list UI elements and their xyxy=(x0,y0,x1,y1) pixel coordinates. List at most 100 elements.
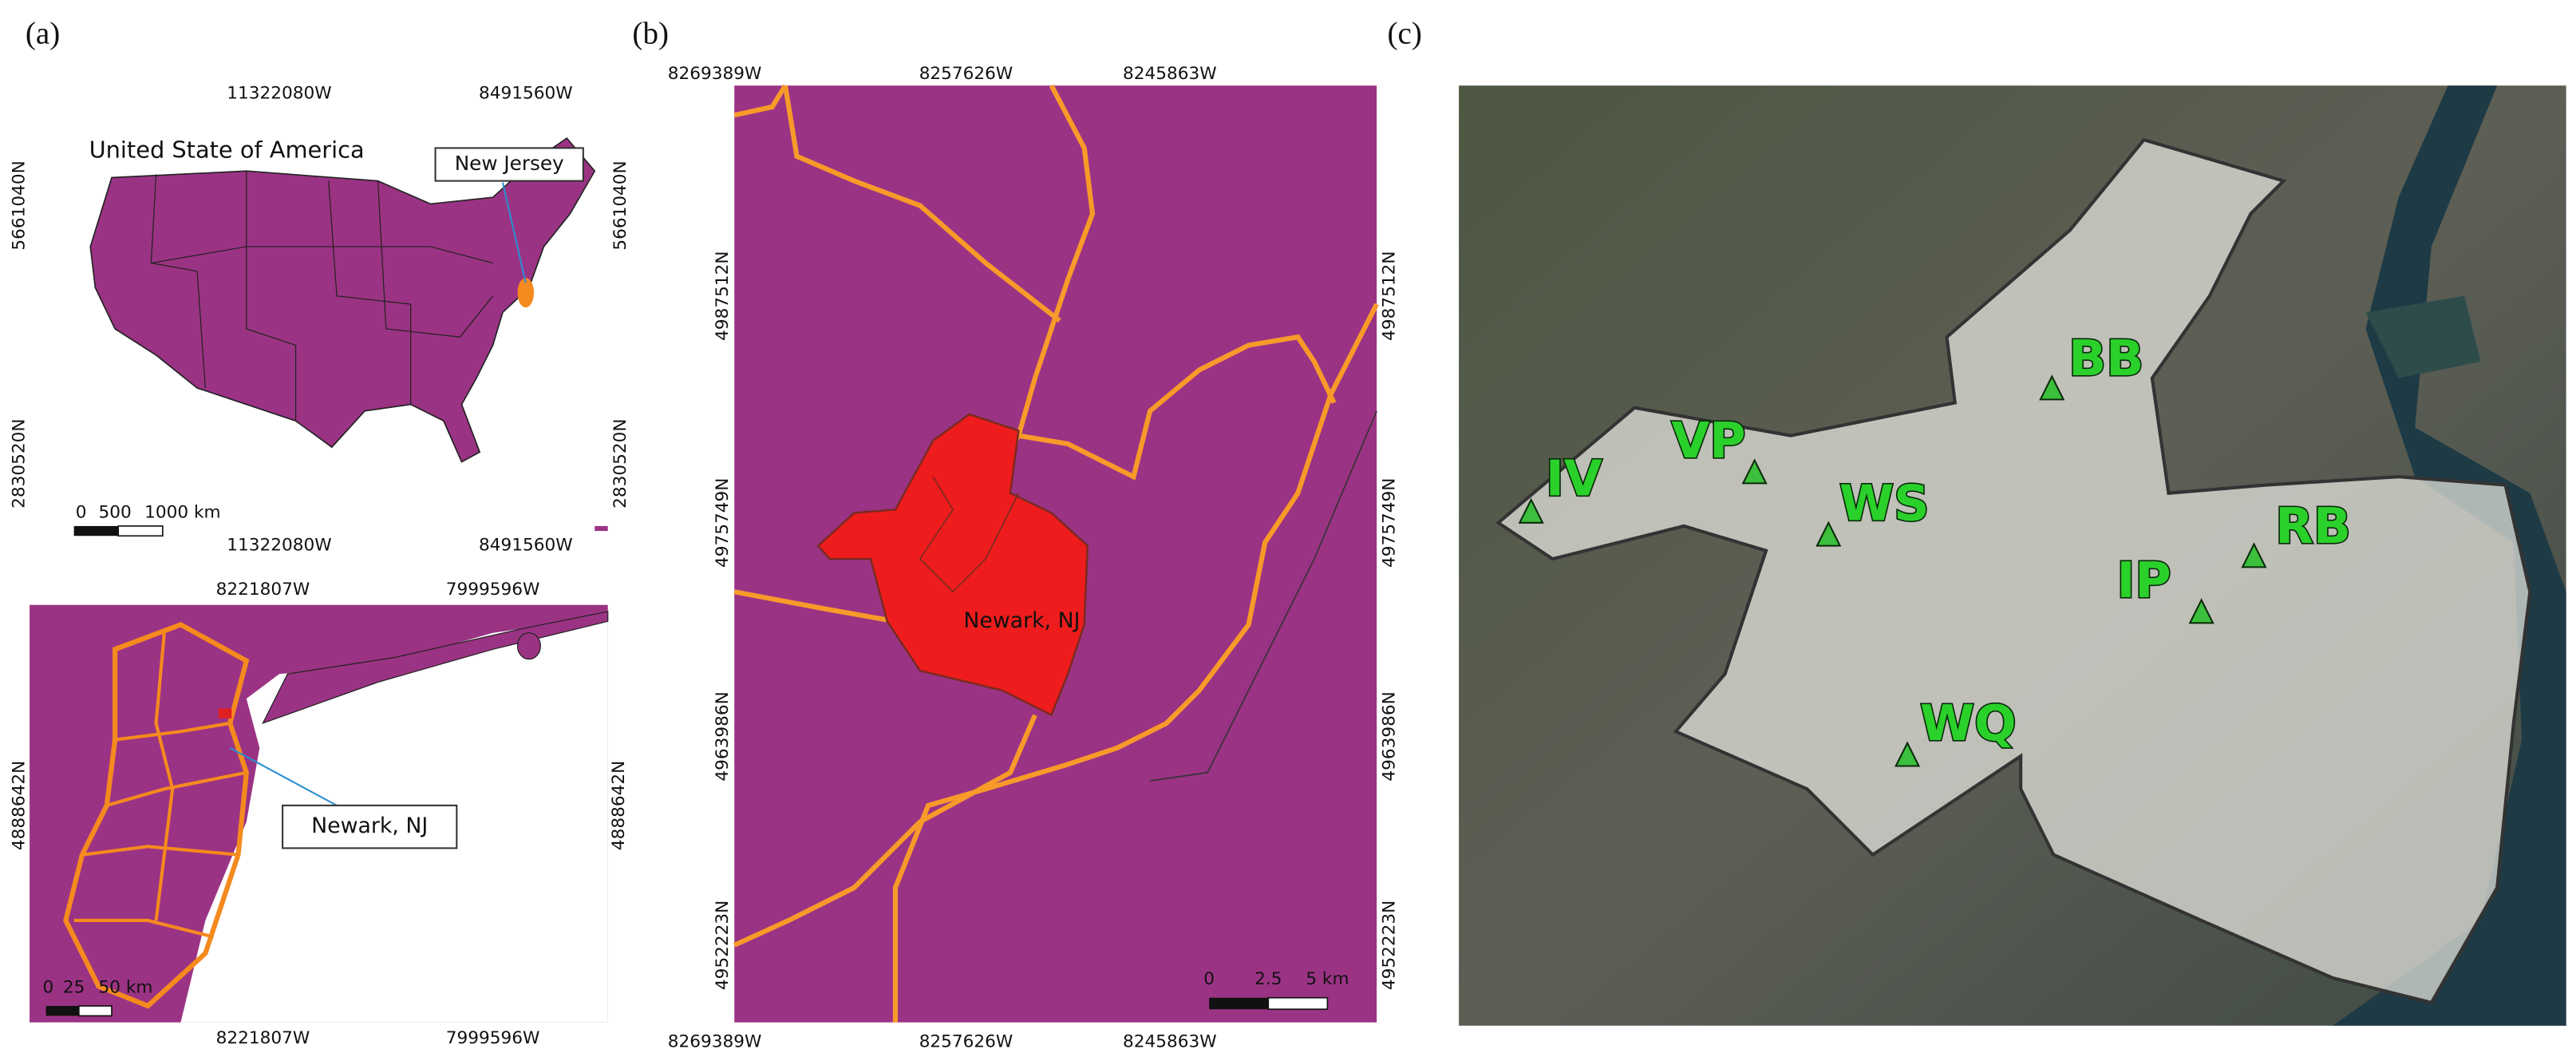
y-coord-label: 4975749N xyxy=(1380,478,1400,568)
county-line xyxy=(73,918,215,939)
water xyxy=(2365,295,2481,378)
x-coord-label: 8245863W xyxy=(1123,1031,1217,1051)
island xyxy=(595,525,608,532)
labels: (a) United State of America 11322080W 11322… xyxy=(10,16,2353,1051)
x-coord-label: 8269389W xyxy=(668,1031,762,1051)
site-label: WQ xyxy=(1920,695,2017,752)
study-area xyxy=(1495,137,2532,1005)
scale-label: 500 xyxy=(98,502,131,522)
x-coord-label: 11322080W xyxy=(227,536,331,556)
county-line xyxy=(106,770,247,807)
x-coord-label: 8491560W xyxy=(479,83,573,103)
y-coord-label: 4975749N xyxy=(713,478,733,568)
state-line xyxy=(377,180,494,338)
x-coord-label: 8257626W xyxy=(919,1031,1013,1051)
site-marker xyxy=(1741,458,1768,485)
scale-bar-black xyxy=(45,1006,79,1016)
panel-label: (b) xyxy=(632,16,669,50)
state-line xyxy=(150,174,206,389)
site-marker xyxy=(1815,521,1842,547)
site-label: IP xyxy=(2116,552,2171,609)
scale-label: 0 xyxy=(76,502,87,522)
usa-map xyxy=(73,137,608,537)
y-coord-label: 4888642N xyxy=(609,761,629,850)
scale-bar-black xyxy=(73,525,119,536)
scale-label: 1000 km xyxy=(144,502,220,522)
y-coord-label: 5661040N xyxy=(610,160,630,250)
county-line xyxy=(81,845,239,857)
site-marker xyxy=(2039,374,2065,401)
ward-line xyxy=(919,476,1020,593)
state-line xyxy=(151,246,493,264)
site-label: BB xyxy=(2068,330,2143,387)
x-coord-label: 7999596W xyxy=(446,1028,540,1048)
usa-shape xyxy=(89,137,596,463)
scale-label: 0 xyxy=(1203,969,1215,989)
x-coord-label: 8221807W xyxy=(216,1028,310,1048)
map-title: United State of America xyxy=(89,137,365,164)
y-coord-label: 4963986N xyxy=(1380,691,1400,781)
newark-marker xyxy=(218,708,232,719)
x-coord-label: 11322080W xyxy=(227,83,331,103)
boundary-line xyxy=(733,589,896,624)
scale-bar-white xyxy=(77,1005,113,1017)
y-coord-label: 4952223N xyxy=(1380,901,1400,990)
site-label: VP xyxy=(1671,412,1745,469)
scale-bar-white xyxy=(117,525,164,537)
y-coord-label: 5661040N xyxy=(10,160,30,250)
y-coord-label: 4987512N xyxy=(713,251,733,340)
panel-label: (a) xyxy=(26,16,60,50)
island xyxy=(516,632,541,660)
county-line xyxy=(114,721,231,742)
place-label: Newark, NJ xyxy=(963,608,1080,633)
scale-label: 50 km xyxy=(99,977,153,997)
callout-box xyxy=(434,147,584,182)
county-line xyxy=(154,632,175,921)
panel-label: (c) xyxy=(1387,16,1421,50)
scale-label: 25 xyxy=(63,977,85,997)
boundary-line xyxy=(892,303,1379,1023)
y-coord-label: 4963986N xyxy=(713,691,733,781)
newark-map xyxy=(733,84,1379,1023)
nj-map xyxy=(30,604,609,1023)
boundary-line xyxy=(983,84,1096,495)
site-marker xyxy=(1518,497,1544,524)
y-coord-label: 2830520N xyxy=(10,418,30,508)
state-line xyxy=(246,171,297,422)
site-marker xyxy=(2241,542,2267,568)
boundary-line xyxy=(1017,334,1337,481)
site-marker xyxy=(1894,741,1921,767)
callout-text: New Jersey xyxy=(455,152,564,175)
callout-box xyxy=(282,804,458,849)
site-label: RB xyxy=(2275,497,2351,555)
scale-bar-white xyxy=(1267,996,1329,1010)
nj-outline xyxy=(63,622,250,1009)
satellite-map xyxy=(1459,85,2566,1026)
callout-arrow xyxy=(229,746,338,806)
y-coord-label: 4987512N xyxy=(1380,251,1400,340)
shore-line xyxy=(1149,410,1377,782)
site-label: IV xyxy=(1546,449,1602,507)
new-jersey-highlight xyxy=(517,278,535,308)
x-coord-label: 8257626W xyxy=(919,64,1013,84)
scale-bar-black xyxy=(1209,997,1269,1010)
y-coord-label: 4952223N xyxy=(713,901,733,990)
site-marker xyxy=(2188,598,2214,624)
scale-label: 0 xyxy=(43,977,54,997)
state-line xyxy=(328,180,412,405)
x-coord-label: 8491560W xyxy=(479,536,573,556)
x-coord-label: 8221807W xyxy=(216,580,310,600)
boundary-line xyxy=(733,84,788,118)
newark-area xyxy=(816,413,1089,717)
x-coord-label: 7999596W xyxy=(446,580,540,600)
boundary-line xyxy=(782,85,1061,323)
x-coord-label: 8245863W xyxy=(1123,64,1217,84)
site-label: WS xyxy=(1839,474,1930,532)
scale-label: 5 km xyxy=(1306,969,1349,989)
callout-text: Newark, NJ xyxy=(311,814,428,838)
x-coord-label: 8269389W xyxy=(668,64,762,84)
scale-label: 2.5 xyxy=(1254,969,1282,989)
callout-arrow xyxy=(501,182,527,283)
